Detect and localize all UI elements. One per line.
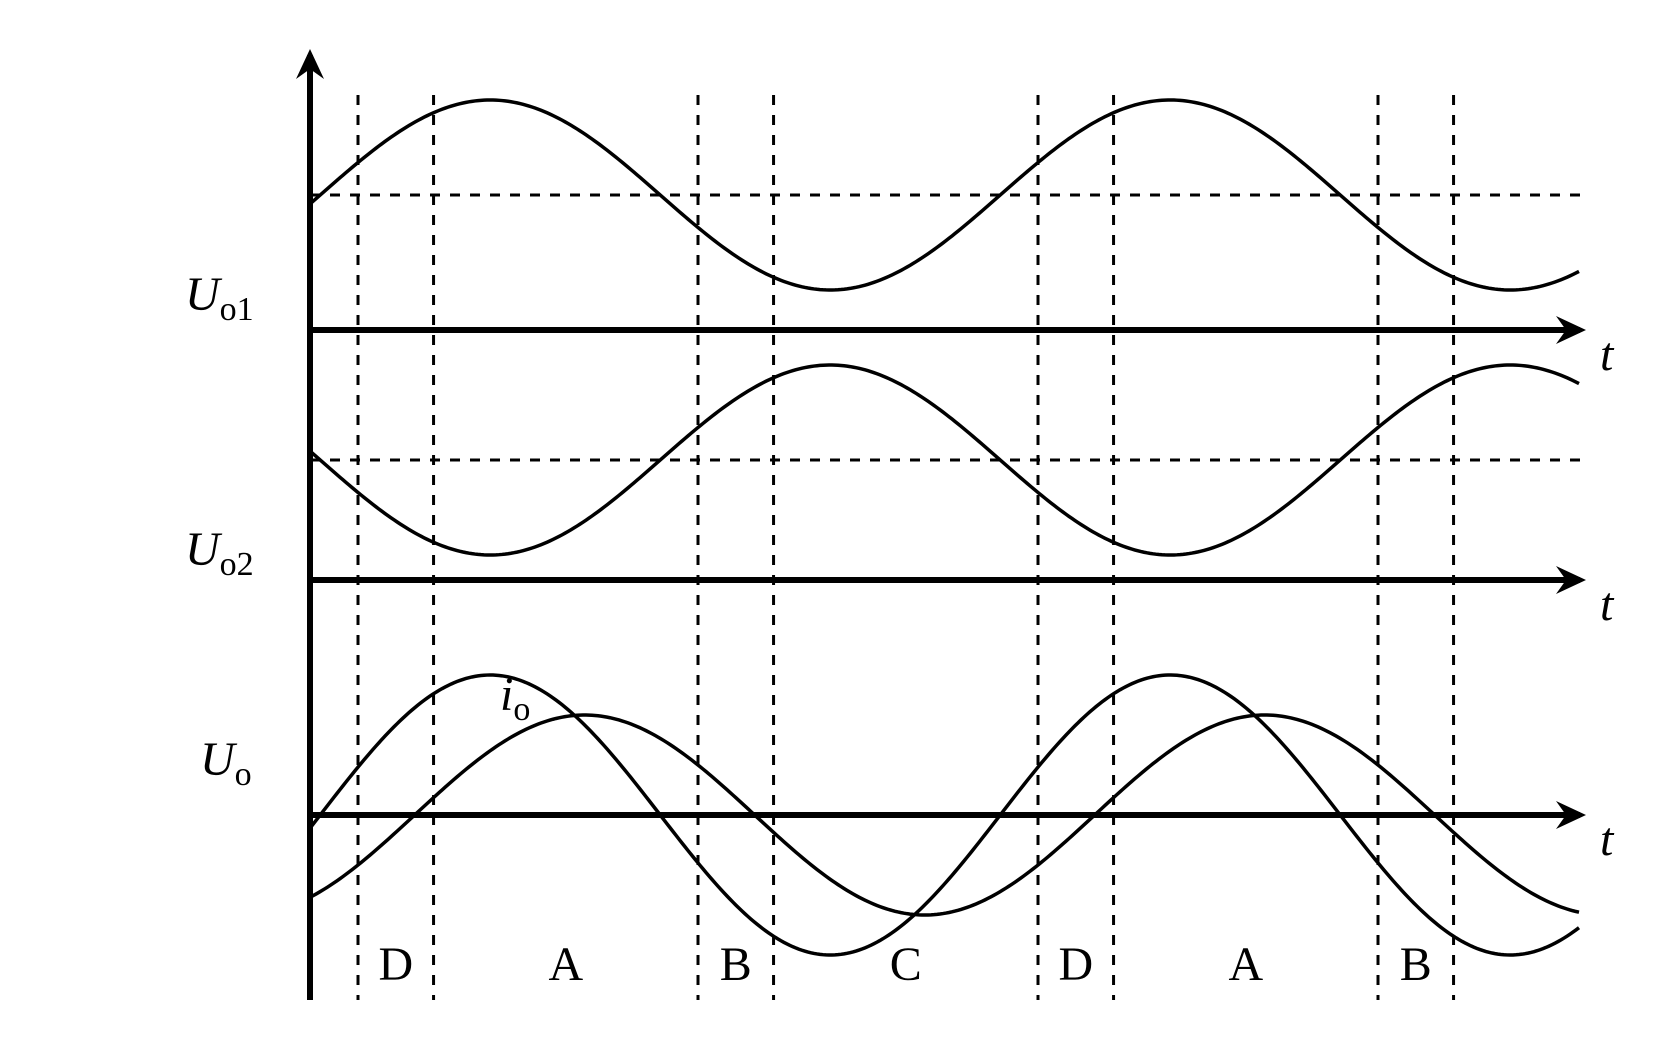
waveform-diagram: Uo1Uo2UoiotttDABCDAB [0,0,1666,1062]
svg-text:t: t [1600,578,1615,631]
region-label: C [890,938,922,991]
label-Uo1: Uo1 [185,268,254,328]
region-label: A [548,938,583,991]
label-Uo2: Uo2 [185,523,254,583]
region-label: D [1058,938,1093,991]
region-label: B [720,938,752,991]
region-label: B [1400,938,1432,991]
region-label: A [1228,938,1263,991]
svg-text:t: t [1600,328,1615,381]
svg-text:t: t [1600,813,1615,866]
label-Uo: Uo [200,733,252,793]
region-label: D [378,938,413,991]
